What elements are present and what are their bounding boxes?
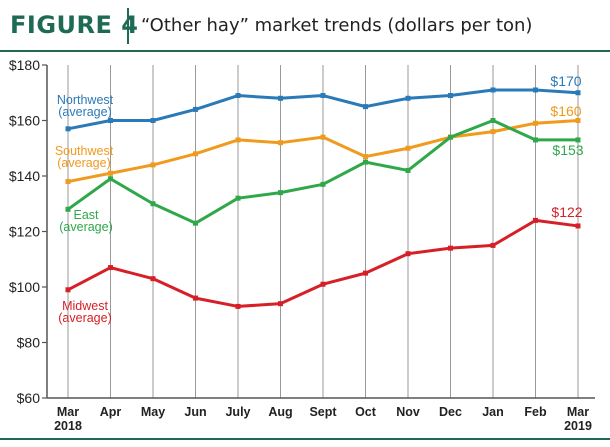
data-point: [320, 134, 326, 140]
data-point: [150, 162, 156, 168]
data-point: [278, 301, 283, 307]
series-end-value-label: $160: [550, 103, 581, 119]
y-tick-label: $80: [17, 335, 41, 351]
data-point: [278, 190, 283, 196]
y-tick-label: $100: [9, 279, 40, 295]
data-point: [490, 118, 496, 123]
x-tick-label: Aug: [268, 405, 292, 419]
data-point: [575, 118, 581, 123]
data-point: [193, 106, 198, 112]
data-point: [235, 303, 241, 309]
data-point: [150, 276, 156, 282]
x-tick-label: July: [225, 405, 250, 419]
data-point: [193, 220, 198, 226]
x-tick-label: Feb: [524, 405, 547, 419]
x-tick-label: Nov: [396, 405, 420, 419]
x-tick-label: Mar 2019: [564, 405, 592, 433]
x-tick-label: Oct: [355, 405, 377, 419]
data-point: [320, 93, 326, 99]
data-point: [193, 295, 198, 301]
data-point: [575, 90, 581, 96]
figure-title: “Other hay” market trends (dollars per t…: [141, 15, 533, 36]
data-point: [490, 242, 496, 248]
y-tick-label: $120: [9, 224, 40, 240]
x-tick-label: Jan: [482, 405, 504, 419]
y-tick-label: $180: [9, 57, 40, 73]
data-point: [490, 129, 496, 135]
x-tick-label: Apr: [100, 405, 122, 419]
data-point: [363, 159, 368, 165]
x-tick-label: May: [141, 405, 165, 419]
data-point: [320, 181, 326, 187]
data-point: [320, 281, 326, 287]
series-name-label: Southwest (average): [55, 144, 114, 170]
data-point: [448, 93, 453, 99]
data-point: [278, 95, 283, 101]
data-point: [533, 137, 538, 143]
data-point: [278, 140, 283, 146]
data-point: [108, 118, 113, 123]
data-point: [65, 179, 71, 185]
figure-header: FIGURE 4 “Other hay” market trends (doll…: [0, 0, 610, 52]
data-point: [533, 217, 538, 223]
x-tick-label: Jun: [184, 405, 206, 419]
data-point: [533, 87, 538, 93]
data-point: [405, 251, 411, 257]
y-tick-label: $160: [9, 113, 40, 129]
data-point: [405, 95, 411, 101]
data-point: [363, 270, 368, 276]
data-point: [363, 104, 368, 110]
series-name-label: Northwest (average): [57, 93, 114, 119]
data-point: [108, 170, 113, 176]
data-point: [65, 206, 71, 212]
series-name-label: East (average): [59, 208, 113, 234]
figure-label: FIGURE 4: [10, 11, 139, 39]
series-end-value-label: $170: [550, 73, 581, 89]
series-end-value-label: $153: [552, 142, 583, 158]
header-divider: [127, 8, 129, 44]
data-point: [575, 137, 581, 143]
data-point: [533, 120, 538, 126]
data-point: [108, 265, 113, 271]
data-point: [235, 137, 241, 143]
series-end-value-label: $122: [551, 204, 582, 220]
data-point: [575, 223, 581, 229]
footer-rule: [0, 438, 610, 440]
series-name-label: Midwest (average): [58, 299, 112, 325]
data-point: [405, 167, 411, 173]
data-point: [448, 134, 453, 140]
data-point: [65, 126, 71, 132]
data-point: [363, 154, 368, 160]
data-point: [108, 176, 113, 182]
data-point: [193, 151, 198, 157]
data-point: [405, 145, 411, 151]
x-tick-label: Sept: [309, 405, 337, 419]
data-point: [235, 93, 241, 99]
x-tick-label: Dec: [439, 405, 462, 419]
data-point: [150, 118, 156, 123]
data-point: [490, 87, 496, 93]
y-tick-label: $60: [17, 390, 41, 406]
data-point: [448, 245, 453, 251]
data-point: [65, 287, 71, 293]
y-tick-label: $140: [9, 168, 40, 184]
data-point: [150, 201, 156, 207]
x-tick-label: Mar 2018: [54, 405, 82, 433]
data-point: [235, 195, 241, 201]
